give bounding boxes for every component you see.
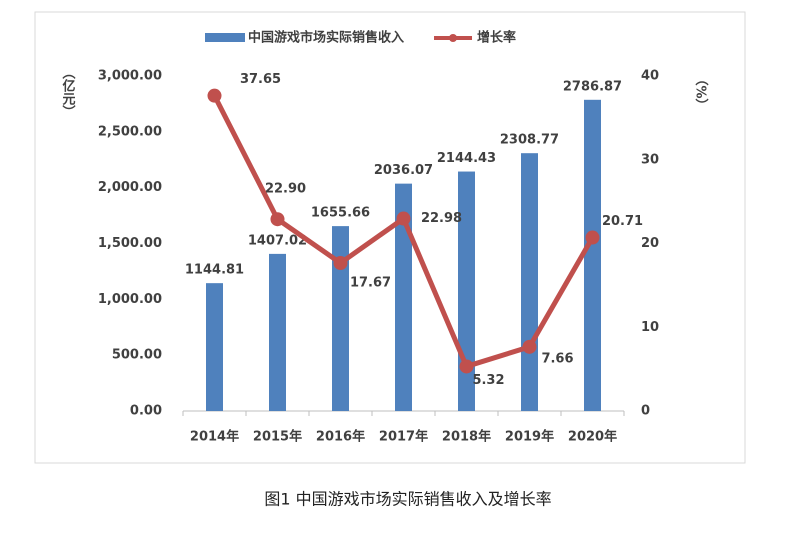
y2-tick-label: 0 [641,404,650,419]
bar-value-label: 2786.87 [563,79,622,94]
bar [395,183,412,411]
legend-label: 增长率 [477,30,516,46]
legend-swatch [205,33,245,42]
y-tick-label: 1,000.00 [98,292,162,307]
line-value-label: 37.65 [240,72,281,87]
line-value-label: 22.98 [421,211,462,226]
bar-value-label: 1144.81 [185,263,244,278]
line-point [522,339,537,354]
y-tick-label: 0.00 [130,404,162,419]
bar-value-label: 2144.43 [437,151,496,166]
y-tick-label: 500.00 [112,348,162,363]
legend-swatch [449,34,458,42]
y-tick-label: 3,000.00 [98,69,162,84]
bar-value-label: 1655.66 [311,206,370,221]
line-point [459,359,474,374]
x-tick-label: 2019年 [505,429,554,445]
y2-tick-label: 40 [641,69,659,84]
line-point [207,88,222,103]
bar [584,99,601,412]
line-value-label: 17.67 [350,276,391,291]
bar [269,253,286,411]
x-tick-label: 2016年 [316,429,365,445]
bar-value-label: 2308.77 [500,133,559,148]
bar-value-label: 2036.07 [374,163,433,178]
legend-label: 中国游戏市场实际销售收入 [248,30,404,46]
line-point [396,211,411,226]
bar [206,283,223,411]
chart-frame [34,11,746,464]
line-point [333,256,348,271]
line-point [585,230,600,245]
y-tick-label: 1,500.00 [98,236,162,251]
x-tick-label: 2020年 [568,429,617,445]
bar-value-label: 1407.02 [248,233,307,248]
line-value-label: 5.32 [472,373,504,388]
x-tick-label: 2018年 [442,429,491,445]
line-value-label: 20.71 [602,214,643,229]
x-tick-label: 2014年 [190,429,239,445]
bar [521,153,538,411]
caption: 图1 中国游戏市场实际销售收入及增长率 [264,490,551,509]
y2-tick-label: 10 [641,320,659,335]
y2-tick-label: 20 [641,236,659,251]
y-tick-label: 2,000.00 [98,180,162,195]
y-axis-label: （亿元） [60,66,77,118]
line-value-label: 22.90 [265,182,306,197]
x-tick-label: 2017年 [379,429,428,445]
line-point [270,212,285,227]
bar [332,226,349,411]
y2-axis-label: （%） [693,72,710,111]
x-tick-label: 2015年 [253,429,302,445]
y2-tick-label: 30 [641,152,659,167]
line-value-label: 7.66 [541,351,573,366]
y-tick-label: 2,500.00 [98,124,162,139]
